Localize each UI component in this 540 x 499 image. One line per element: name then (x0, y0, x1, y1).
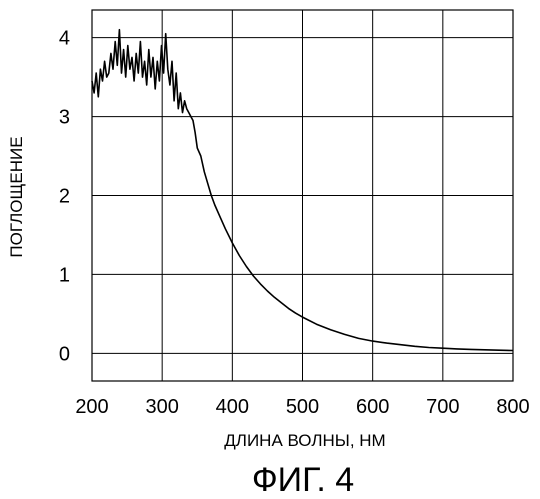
y-tick-label: 4 (59, 28, 70, 50)
x-tick-label: 200 (75, 396, 108, 418)
figure-caption: ФИГ. 4 (252, 461, 354, 499)
x-tick-label: 500 (286, 396, 319, 418)
y-axis-label: ПОГЛОЩЕНИЕ (7, 136, 26, 257)
y-tick-label: 2 (59, 186, 70, 208)
y-tick-label: 3 (59, 107, 70, 129)
x-tick-label: 400 (216, 396, 249, 418)
x-axis-label: ДЛИНА ВОЛНЫ, НМ (224, 431, 385, 450)
y-tick-label: 1 (59, 264, 70, 286)
x-tick-label: 800 (496, 396, 529, 418)
x-tick-label: 300 (145, 396, 178, 418)
x-tick-label: 700 (426, 396, 459, 418)
x-tick-label: 600 (356, 396, 389, 418)
y-tick-label: 0 (59, 343, 70, 365)
